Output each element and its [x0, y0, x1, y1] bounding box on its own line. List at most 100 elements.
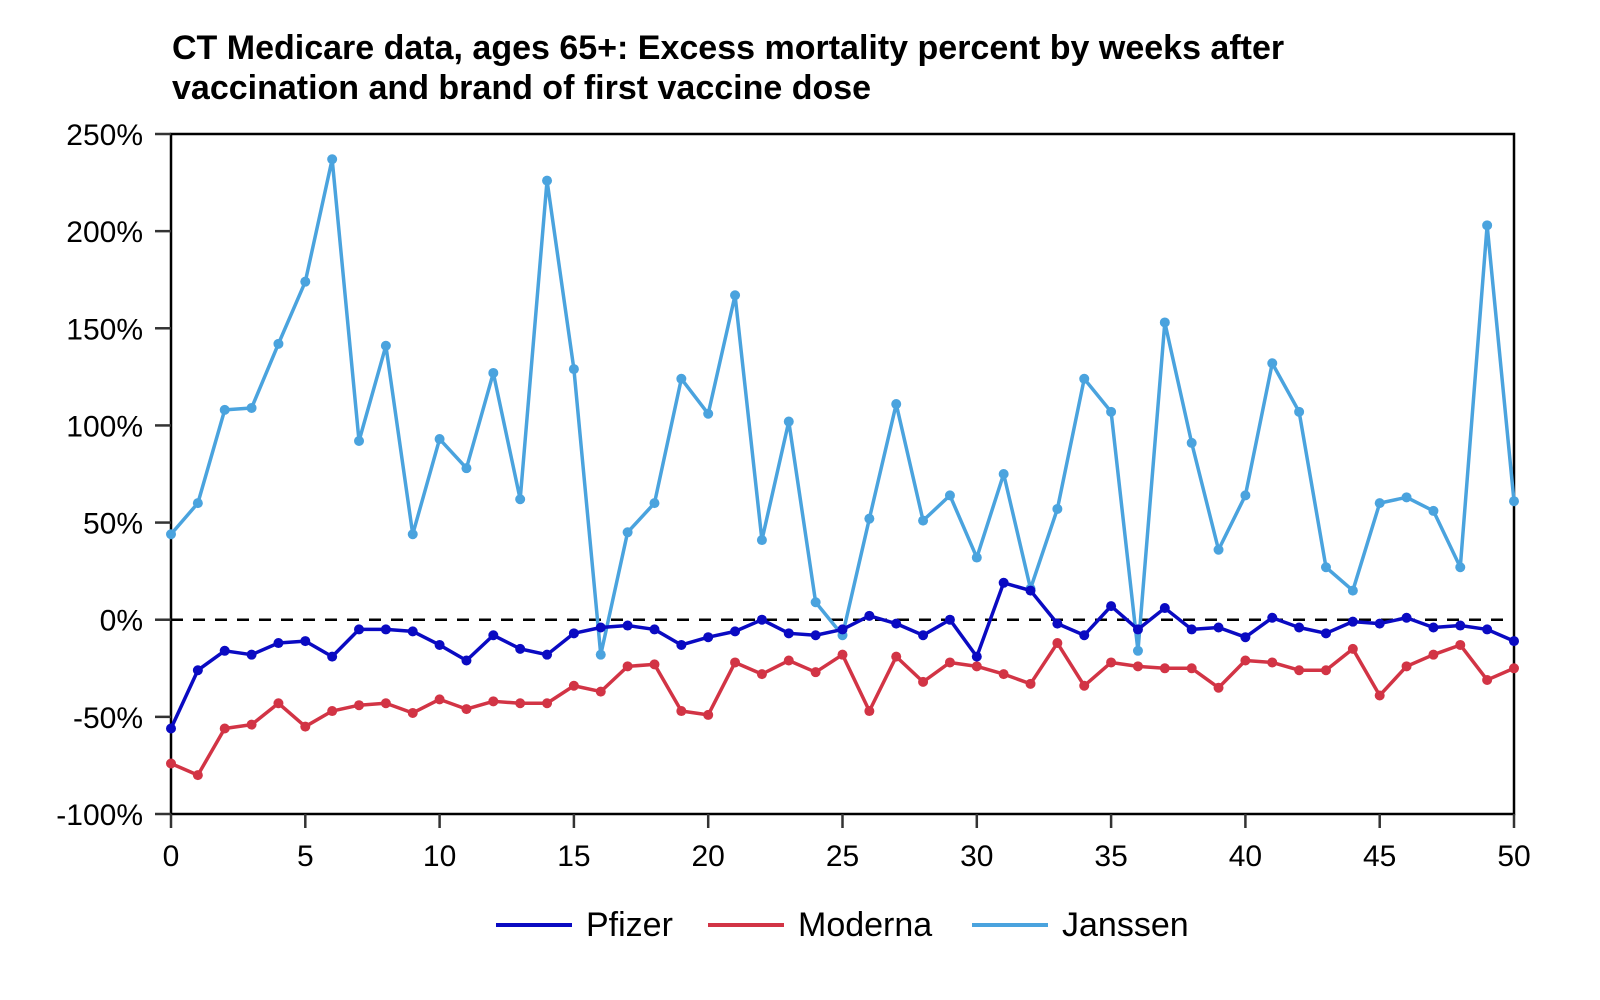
data-point-moderna: [1159, 663, 1170, 674]
data-point-pfizer: [971, 651, 982, 662]
data-point-janssen: [810, 597, 821, 608]
data-point-pfizer: [300, 636, 311, 647]
legend-item-pfizer: Pfizer: [496, 900, 673, 950]
data-point-moderna: [756, 669, 767, 680]
data-point-janssen: [783, 416, 794, 427]
series-layer: [166, 154, 1519, 781]
data-point-moderna: [542, 698, 553, 709]
data-point-moderna: [568, 680, 579, 691]
data-point-moderna: [837, 649, 848, 660]
data-point-moderna: [730, 657, 741, 668]
y-tick-label: 200%: [66, 216, 143, 249]
data-point-moderna: [649, 659, 660, 670]
data-point-moderna: [1455, 639, 1466, 650]
data-point-moderna: [864, 706, 875, 717]
series-line-janssen: [169, 157, 1516, 657]
data-point-moderna: [1186, 663, 1197, 674]
data-point-pfizer: [1374, 618, 1385, 629]
x-tick-label: 10: [423, 840, 456, 873]
data-point-pfizer: [246, 649, 257, 660]
data-point-janssen: [971, 552, 982, 563]
data-point-pfizer: [273, 638, 284, 649]
data-point-pfizer: [918, 630, 929, 641]
data-point-pfizer: [542, 649, 553, 660]
data-point-pfizer: [327, 651, 338, 662]
data-point-pfizer: [864, 610, 875, 621]
data-point-janssen: [730, 290, 741, 301]
data-point-pfizer: [461, 655, 472, 666]
data-point-janssen: [864, 513, 875, 524]
data-point-pfizer: [1240, 632, 1251, 643]
data-point-janssen: [166, 529, 176, 540]
legend-label-pfizer: Pfizer: [586, 905, 673, 944]
data-point-janssen: [327, 154, 338, 165]
data-point-janssen: [1320, 562, 1331, 573]
data-point-pfizer: [891, 618, 902, 629]
data-point-moderna: [703, 709, 714, 720]
data-point-janssen: [1132, 645, 1143, 656]
data-point-moderna: [1106, 657, 1117, 668]
data-point-pfizer: [434, 639, 445, 650]
legend-label-moderna: Moderna: [798, 905, 933, 944]
data-point-pfizer: [1455, 620, 1466, 631]
data-point-moderna: [1482, 674, 1493, 685]
data-point-janssen: [1347, 585, 1358, 596]
x-tick-label: 40: [1229, 840, 1262, 873]
data-point-moderna: [273, 698, 284, 709]
legend: Pfizer Moderna Janssen: [0, 900, 1600, 950]
data-point-moderna: [783, 655, 794, 666]
data-point-janssen: [703, 408, 714, 419]
data-point-moderna: [380, 698, 391, 709]
data-point-moderna: [1320, 665, 1331, 676]
data-point-pfizer: [783, 628, 794, 639]
data-point-moderna: [918, 676, 929, 687]
data-point-janssen: [1482, 220, 1493, 231]
data-point-pfizer: [192, 665, 203, 676]
data-point-moderna: [971, 661, 982, 672]
data-point-moderna: [1347, 643, 1358, 654]
legend-item-janssen: Janssen: [972, 900, 1189, 950]
data-point-pfizer: [1052, 618, 1063, 629]
data-point-janssen: [622, 527, 633, 538]
data-point-janssen: [515, 494, 526, 505]
series-line-moderna: [170, 641, 1515, 777]
data-point-janssen: [1374, 498, 1385, 509]
data-point-janssen: [676, 373, 687, 384]
data-point-pfizer: [1186, 624, 1197, 635]
data-point-janssen: [273, 338, 284, 349]
series-pfizer: [166, 577, 1519, 734]
data-point-janssen: [246, 402, 257, 413]
data-point-janssen: [461, 463, 472, 474]
data-point-janssen: [1106, 406, 1117, 417]
y-tick-label: 100%: [66, 410, 143, 443]
data-point-moderna: [1240, 655, 1251, 666]
data-point-janssen: [1267, 358, 1278, 369]
data-point-janssen: [944, 490, 955, 501]
axes: -100% -50% 0% 50% 100% 150% 200% 250% 0 5 10 15 20 25…: [56, 119, 1530, 873]
data-point-moderna: [595, 686, 606, 697]
data-point-moderna: [407, 707, 418, 718]
data-point-janssen: [568, 364, 579, 375]
data-point-pfizer: [595, 622, 606, 633]
data-point-pfizer: [1159, 603, 1170, 614]
data-point-moderna: [1267, 657, 1278, 668]
data-point-janssen: [192, 498, 203, 509]
data-point-moderna: [891, 651, 902, 662]
data-point-pfizer: [1079, 630, 1090, 641]
data-point-janssen: [488, 367, 499, 378]
data-point-moderna: [461, 704, 472, 715]
data-point-pfizer: [649, 624, 660, 635]
data-point-pfizer: [354, 624, 365, 635]
data-point-janssen: [434, 434, 445, 445]
x-tick-label: 5: [297, 840, 314, 873]
legend-swatch-pfizer: [496, 923, 572, 927]
data-point-moderna: [1052, 638, 1063, 649]
data-point-moderna: [246, 719, 257, 730]
y-tick-label: 0%: [100, 605, 143, 638]
x-tick-label: 35: [1094, 840, 1127, 873]
data-point-janssen: [1159, 317, 1170, 328]
data-point-moderna: [810, 667, 821, 678]
data-point-pfizer: [837, 624, 848, 635]
data-point-pfizer: [1428, 622, 1439, 633]
